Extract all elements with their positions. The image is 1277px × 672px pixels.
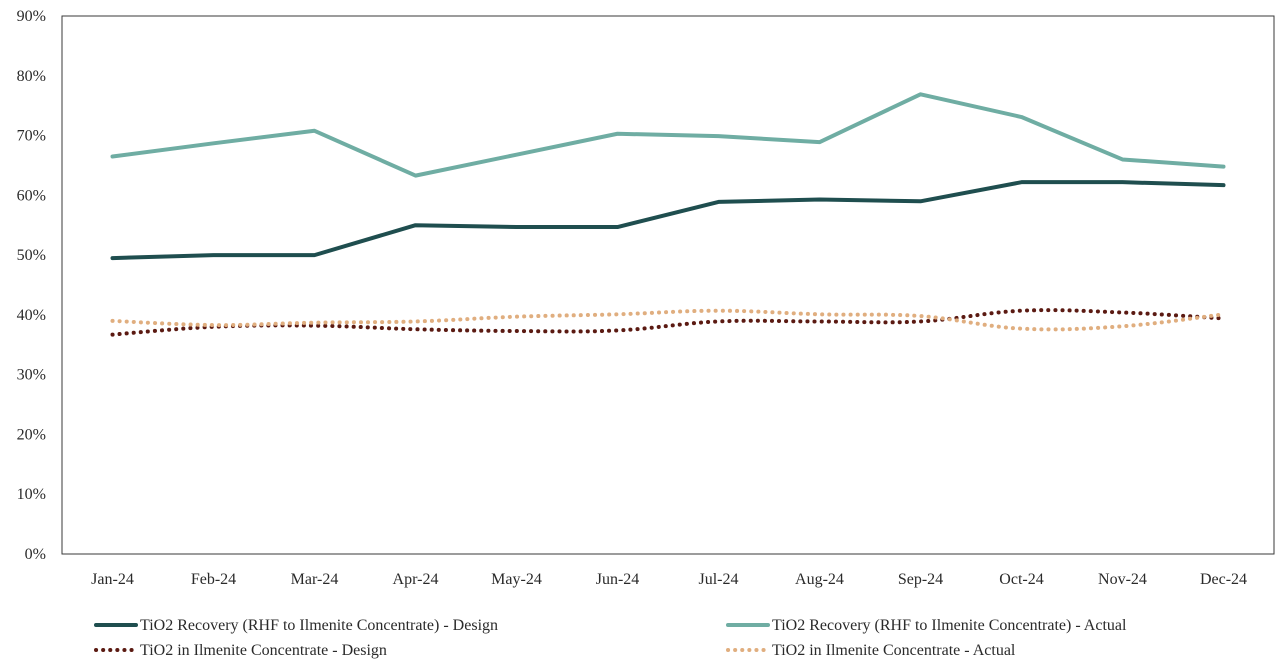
- x-tick-label: Jul-24: [699, 571, 739, 588]
- x-tick-label: Aug-24: [795, 571, 844, 588]
- y-tick-label: 50%: [17, 247, 46, 264]
- plot-area-frame: [61, 15, 1275, 555]
- series-line-2: [110, 92, 1226, 178]
- y-tick-label: 60%: [17, 187, 46, 204]
- series-line-1: [110, 180, 1226, 261]
- x-tick-label: Sep-24: [898, 571, 943, 588]
- y-tick-label: 0%: [25, 546, 46, 563]
- legend-label-3: TiO2 in Ilmenite Concentrate - Design: [140, 642, 387, 659]
- y-tick-label: 30%: [17, 367, 46, 384]
- y-tick-label: 80%: [17, 68, 46, 85]
- x-tick-label: May-24: [491, 571, 542, 588]
- legend-label-4: TiO2 in Ilmenite Concentrate - Actual: [772, 642, 1016, 659]
- legend-label-2: TiO2 Recovery (RHF to Ilmenite Concentra…: [772, 617, 1127, 634]
- x-tick-label: Mar-24: [291, 571, 339, 588]
- series-layer: [110, 92, 1226, 337]
- legend-label-1: TiO2 Recovery (RHF to Ilmenite Concentra…: [140, 617, 498, 634]
- x-tick-label: Jan-24: [91, 571, 134, 588]
- y-tick-label: 70%: [17, 128, 46, 145]
- x-tick-label: Dec-24: [1200, 571, 1247, 588]
- y-tick-label: 10%: [17, 486, 46, 503]
- legend: TiO2 Recovery (RHF to Ilmenite Concentra…: [94, 617, 1127, 659]
- y-tick-label: 40%: [17, 307, 46, 324]
- x-tick-label: Oct-24: [999, 571, 1043, 588]
- y-tick-label: 20%: [17, 426, 46, 443]
- x-tick-label: Apr-24: [393, 571, 439, 588]
- axes-layer: 0% 10% 20% 30% 40% 50% 60% 70% 80% 90% Jan-24 Feb-2…: [17, 8, 1275, 588]
- series-line-3: [110, 308, 1226, 337]
- x-tick-label: Feb-24: [191, 571, 236, 588]
- y-tick-label: 90%: [17, 8, 46, 25]
- x-tick-label: Nov-24: [1098, 571, 1147, 588]
- series-line-4: [110, 308, 1226, 332]
- x-tick-label: Jun-24: [596, 571, 640, 588]
